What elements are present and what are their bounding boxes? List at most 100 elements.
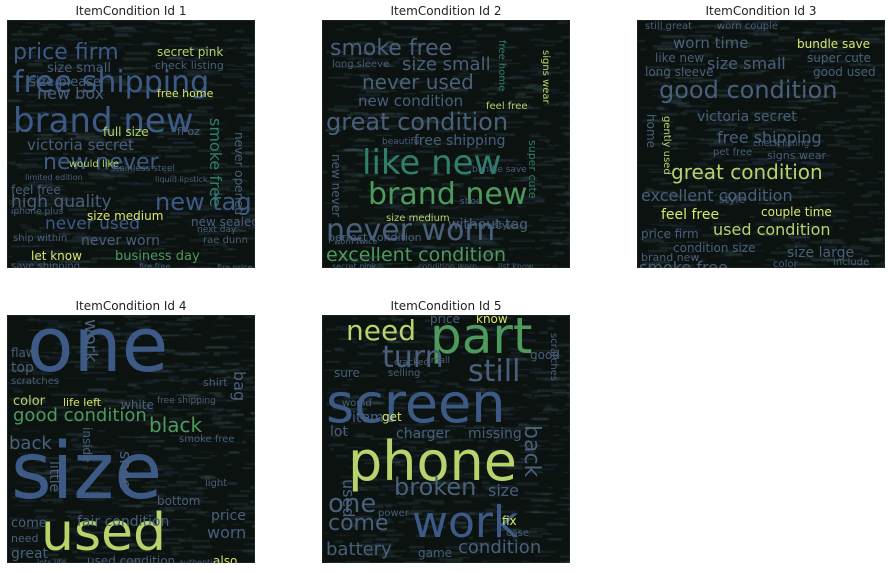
cloud-word: free shipping [414, 133, 506, 149]
cloud-word: shoe [460, 197, 482, 207]
cloud-word: lots life [37, 558, 67, 564]
cloud-word: sure [334, 366, 360, 380]
cloud-word: turn [382, 340, 444, 375]
cloud-word: secret pink [157, 45, 224, 59]
cloud-word: condition size [673, 241, 756, 255]
cloud-word: know [476, 315, 508, 326]
cloud-word: missing [468, 426, 522, 442]
cloud-word: life left [63, 396, 102, 409]
cloud-word: top [11, 360, 34, 376]
cloud-word: work [412, 497, 519, 548]
cloud-word: style [494, 221, 516, 231]
cloud-word: worn twice [334, 237, 378, 246]
cloud-word: worn time [673, 34, 749, 52]
cloud-word: fire free [139, 262, 171, 269]
cloud-word: let know [31, 249, 82, 263]
cloud-word: used condition [87, 554, 176, 563]
cloud-word: color [13, 394, 46, 409]
cloud-word: never used [45, 214, 141, 234]
cloud-word: small [426, 356, 450, 366]
cloud-word: little [46, 461, 62, 493]
cloud-word: size medium [386, 213, 450, 224]
wordcloud-panel-5: ItemCondition Id 5 need part price know turn… [322, 297, 570, 563]
cloud-word: bundle save [797, 37, 871, 51]
cloud-word: rae dunn [203, 235, 248, 246]
cloud-word: new tag [155, 188, 252, 216]
cloud-word: new never [43, 150, 159, 175]
cloud-word: feel free [11, 183, 61, 197]
cloud-word: fire price [217, 263, 253, 269]
cloud-word: one [328, 489, 377, 519]
cloud-word: bag [230, 371, 249, 402]
cloud-word: beautiful [382, 137, 422, 147]
cloud-word: case [506, 528, 529, 539]
cloud-word: brand new [368, 177, 528, 212]
cloud-word: charger [396, 426, 450, 442]
cloud-word: size [11, 427, 163, 517]
cloud-word: lot [330, 424, 348, 440]
cloud-word: new sealed [191, 215, 255, 229]
cloud-word: liquid lipstick [155, 175, 208, 184]
cloud-word: save shipping [11, 261, 81, 269]
cloud-word: size small [47, 61, 111, 76]
cloud-word: size please [29, 75, 101, 90]
cloud-word: game [418, 546, 453, 560]
cloud-word: size small [707, 54, 786, 73]
cloud-word: secret pink [332, 262, 377, 269]
cloud-word: white [121, 398, 154, 412]
cloud-word: brand new [13, 101, 194, 141]
cloud-word: good used [813, 65, 876, 79]
cloud-word: need [11, 532, 39, 545]
cloud-word: condition [458, 537, 542, 558]
cloud-word: good condition [659, 76, 838, 104]
cloud-word: part [430, 315, 533, 365]
cloud-word: great [11, 546, 49, 562]
cloud-word: flaw [11, 346, 36, 360]
cloud-word: feel free [661, 207, 720, 223]
cloud-word: gently used [661, 116, 672, 175]
cloud-word: super cute [526, 140, 539, 199]
cloud-word: size large [787, 245, 855, 261]
cloud-word: come [11, 516, 47, 531]
cloud-word: stainless steel [111, 164, 176, 174]
wordcloud: free shipping brand new price firm new neve… [7, 20, 255, 268]
wordcloud: one size used good condition color life left b… [7, 315, 255, 563]
cloud-word: long sleeve [332, 59, 390, 70]
cloud-word: new condition [358, 92, 464, 110]
cloud-word: full size [103, 125, 149, 139]
cloud-word: would [342, 398, 372, 409]
cloud-word: free shipping [157, 396, 216, 406]
cloud-word: signs wear [767, 149, 826, 162]
cloud-word: brand new [641, 251, 700, 264]
cloud-word: iphone plus [11, 207, 64, 217]
cloud-word: phone [348, 430, 517, 493]
cloud-word: fl oz [177, 125, 200, 138]
cloud-word: price firm [13, 40, 119, 65]
cloud-word: long sleeve [645, 65, 714, 79]
cloud-word: light [205, 478, 228, 489]
cloud-word: never used [362, 70, 474, 94]
cloud-word: come [328, 511, 389, 536]
cloud-word: limited edition [25, 173, 83, 182]
cloud-word: item [352, 410, 384, 426]
cloud-word: check listing [753, 139, 810, 149]
cloud-word: back [9, 433, 52, 454]
wordcloud-panel-4: ItemCondition Id 4 one size used good condi… [7, 297, 255, 563]
cloud-word: smoke free [330, 36, 453, 61]
cloud-word: worn couple [717, 21, 778, 32]
cloud-word: feel free [486, 101, 528, 112]
cloud-word: high quality [11, 192, 112, 212]
panel-title: ItemCondition Id 3 [705, 4, 817, 18]
cloud-word: good [530, 348, 560, 362]
cloud-word: used condition [713, 220, 831, 239]
cloud-word: like new [362, 143, 502, 183]
cloud-word: couple time [761, 205, 832, 219]
wordcloud: need part price know turn still screen phone wor… [322, 315, 570, 563]
cloud-word: size medium [87, 209, 164, 223]
cloud-word: never worn [81, 233, 160, 249]
cloud-word: excellent condition [641, 186, 793, 205]
cloud-word: power [378, 508, 409, 519]
cloud-word: screen [326, 372, 506, 435]
cloud-word: bottom [157, 494, 201, 508]
wordcloud-panel-2: ItemCondition Id 2 smoke free size small n… [322, 2, 570, 268]
